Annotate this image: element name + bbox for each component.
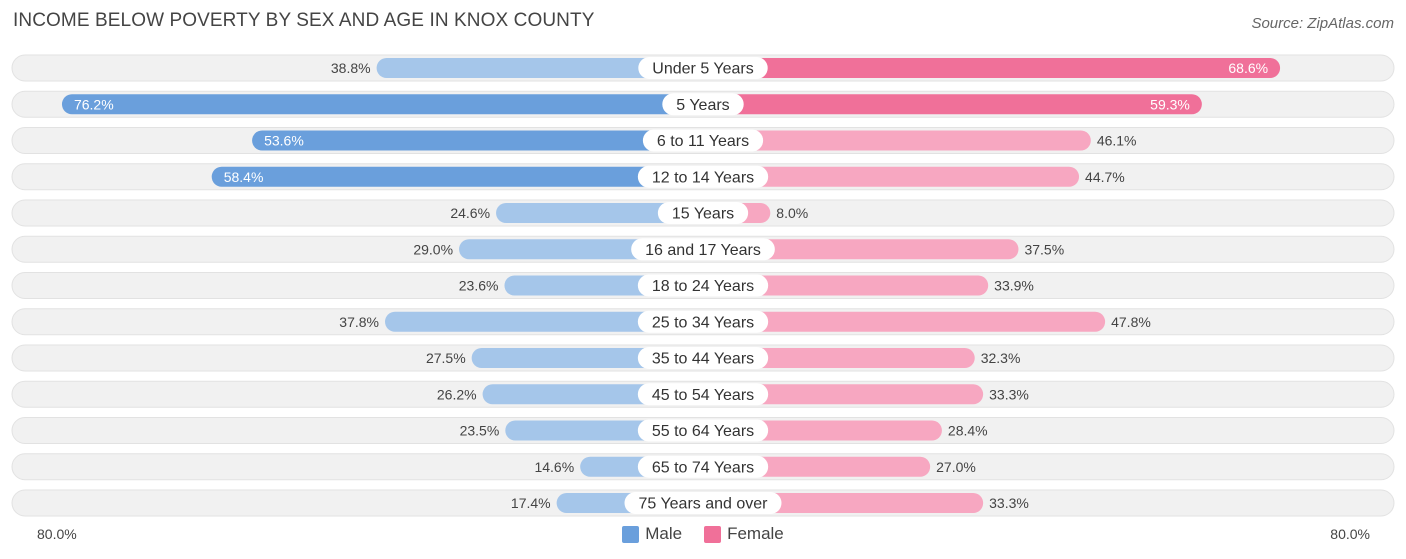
category-pill bbox=[637, 455, 769, 478]
category-label: 16 and 17 Years bbox=[645, 242, 761, 259]
chart-row: 23.6% 33.9% 18 to 24 Years bbox=[11, 272, 1395, 299]
value-label-male: 23.5% bbox=[460, 423, 500, 439]
chart-row: 26.2% 33.3% 45 to 54 Years bbox=[11, 380, 1395, 408]
value-label-male: 27.5% bbox=[426, 350, 466, 366]
chart-row: 37.8% 47.8% 25 to 34 Years bbox=[11, 308, 1395, 336]
value-label-male: 26.2% bbox=[437, 386, 477, 402]
value-label-female: 33.9% bbox=[994, 278, 1034, 294]
bar-female bbox=[703, 384, 984, 405]
bar-female bbox=[703, 130, 1091, 151]
axis-right-label: 80.0% bbox=[1330, 526, 1370, 542]
legend-male-label: Male bbox=[645, 524, 683, 543]
value-label-female: 27.0% bbox=[936, 459, 976, 475]
category-pill bbox=[657, 202, 749, 224]
bar-female bbox=[703, 58, 1281, 78]
value-label-female: 37.5% bbox=[1024, 241, 1064, 257]
value-label-female: 59.3% bbox=[1150, 96, 1190, 112]
bar-female bbox=[703, 239, 1019, 260]
category-pill bbox=[637, 419, 769, 442]
value-label-female: 46.1% bbox=[1097, 133, 1137, 149]
value-label-male: 17.4% bbox=[511, 495, 551, 511]
category-pill bbox=[662, 93, 744, 116]
category-pill bbox=[631, 238, 775, 261]
value-label-female: 68.6% bbox=[1228, 60, 1268, 76]
bar-male bbox=[385, 311, 703, 332]
value-label-male: 38.8% bbox=[331, 60, 371, 76]
category-pill bbox=[637, 310, 769, 333]
category-label: 5 Years bbox=[676, 97, 729, 114]
chart-row: 38.8% 68.6% Under 5 Years bbox=[11, 54, 1395, 82]
bar-female bbox=[703, 166, 1080, 187]
category-pill bbox=[637, 347, 769, 369]
value-label-male: 29.0% bbox=[413, 241, 453, 257]
chart-title: INCOME BELOW POVERTY BY SEX AND AGE IN K… bbox=[13, 10, 595, 31]
value-label-female: 33.3% bbox=[989, 495, 1029, 511]
bar-female bbox=[703, 311, 1106, 332]
legend: Male Female bbox=[0, 524, 1406, 544]
bar-male bbox=[496, 203, 703, 223]
category-label: 25 to 34 Years bbox=[652, 314, 754, 331]
value-label-female: 32.3% bbox=[981, 350, 1021, 366]
chart-row: 53.6% 46.1% 6 to 11 Years bbox=[11, 127, 1395, 154]
value-label-male: 14.6% bbox=[534, 459, 574, 475]
category-pill bbox=[642, 129, 764, 152]
category-pill bbox=[638, 57, 768, 79]
category-label: 15 Years bbox=[672, 206, 734, 223]
value-label-female: 44.7% bbox=[1085, 169, 1125, 185]
bar-male bbox=[252, 130, 703, 151]
bar-male bbox=[211, 166, 703, 187]
source-label: Source: ZipAtlas.com bbox=[1251, 15, 1394, 32]
value-label-male: 24.6% bbox=[450, 205, 490, 221]
value-label-female: 33.3% bbox=[989, 386, 1029, 402]
category-label: 35 to 44 Years bbox=[652, 351, 754, 368]
category-label: 75 Years and over bbox=[639, 496, 769, 513]
bar-chart: 38.8% 68.6% Under 5 Years 76.2% 59.3% 5 Years… bbox=[11, 54, 1395, 517]
category-pill bbox=[624, 492, 782, 514]
chart-row: 29.0% 37.5% 16 and 17 Years bbox=[11, 235, 1395, 263]
legend-female-label: Female bbox=[727, 524, 784, 543]
category-label: 18 to 24 Years bbox=[652, 278, 754, 295]
chart-row: 76.2% 59.3% 5 Years bbox=[11, 90, 1395, 118]
legend-male-swatch bbox=[622, 525, 640, 543]
bar-male bbox=[61, 94, 703, 115]
value-label-male: 58.4% bbox=[224, 169, 264, 185]
value-label-male: 76.2% bbox=[74, 96, 114, 112]
legend-female: Female bbox=[704, 524, 784, 544]
legend-male: Male bbox=[622, 524, 682, 544]
category-pill bbox=[637, 165, 769, 188]
bar-male bbox=[376, 58, 703, 78]
bar-female bbox=[703, 275, 989, 296]
value-label-male: 37.8% bbox=[339, 314, 379, 330]
legend-female-swatch bbox=[704, 525, 722, 543]
value-label-female: 8.0% bbox=[776, 205, 808, 221]
value-label-female: 28.4% bbox=[948, 423, 988, 439]
chart-row: 23.5% 28.4% 55 to 64 Years bbox=[11, 417, 1395, 444]
category-label: 45 to 54 Years bbox=[652, 387, 754, 404]
category-pill bbox=[637, 274, 769, 297]
bar-female bbox=[703, 94, 1202, 115]
value-label-male: 23.6% bbox=[459, 278, 499, 294]
category-label: 12 to 14 Years bbox=[652, 169, 754, 186]
category-pill bbox=[637, 383, 769, 406]
bar-female bbox=[703, 348, 975, 368]
axis-left-label: 80.0% bbox=[37, 526, 77, 542]
value-label-female: 47.8% bbox=[1111, 314, 1151, 330]
chart-row: 24.6% 8.0% 15 Years bbox=[11, 199, 1395, 227]
category-label: 65 to 74 Years bbox=[652, 459, 754, 476]
chart-row: 58.4% 44.7% 12 to 14 Years bbox=[11, 163, 1395, 191]
category-label: 55 to 64 Years bbox=[652, 423, 754, 440]
chart-row: 14.6% 27.0% 65 to 74 Years bbox=[11, 453, 1395, 481]
category-label: 6 to 11 Years bbox=[657, 133, 749, 150]
category-label: Under 5 Years bbox=[652, 61, 753, 78]
chart-row: 27.5% 32.3% 35 to 44 Years bbox=[11, 344, 1395, 372]
chart-row: 17.4% 33.3% 75 Years and over bbox=[11, 489, 1395, 517]
value-label-male: 53.6% bbox=[264, 133, 304, 149]
